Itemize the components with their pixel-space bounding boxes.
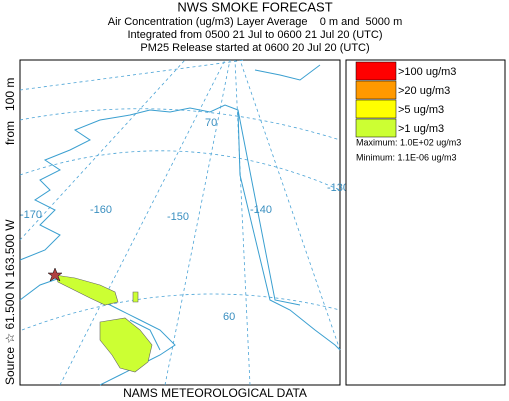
map-frame xyxy=(19,59,341,386)
source-marker xyxy=(47,267,63,282)
legend-label: >100 ug/m3 xyxy=(398,66,456,78)
height-label: from 100 m xyxy=(3,78,17,145)
plume xyxy=(54,274,119,306)
grid-line xyxy=(164,59,231,386)
legend-swatch xyxy=(355,99,397,119)
latitude-label: 70 xyxy=(205,117,217,129)
source-label: Source ☆ 61.500 N 163.500 W xyxy=(3,219,17,385)
subtitle: Integrated from 0500 21 Jul to 0600 21 J… xyxy=(128,29,383,41)
grid-line xyxy=(19,59,186,241)
legend-label: >20 ug/m3 xyxy=(398,85,450,97)
longitude-label: -140 xyxy=(250,204,272,216)
legend-label: >1 ug/m3 xyxy=(398,123,444,135)
subtitle: PM25 Release started at 0600 20 Jul 20 (… xyxy=(140,42,369,54)
latitude-label: 60 xyxy=(223,311,235,323)
grid-line xyxy=(19,108,341,141)
plume xyxy=(99,317,153,373)
grid-line xyxy=(19,150,341,191)
longitude-label: -130 xyxy=(327,182,349,194)
grid-line xyxy=(234,59,251,386)
footer: NAMS METEOROLOGICAL DATA xyxy=(123,386,307,400)
plume xyxy=(132,291,139,303)
longitude-label: -170 xyxy=(20,209,42,221)
grid-line xyxy=(59,59,226,386)
coast-path xyxy=(254,64,321,81)
subtitle: Air Concentration (ug/m3) Layer Average … xyxy=(108,16,403,28)
maximum: Maximum: 1.0E+02 ug/m3 xyxy=(356,137,461,147)
legend-swatch xyxy=(355,61,397,81)
graticule xyxy=(19,59,341,386)
legend-swatch xyxy=(355,118,397,138)
longitude-label: -150 xyxy=(167,211,189,223)
legend-label: >5 ug/m3 xyxy=(398,104,444,116)
grid-line xyxy=(19,59,246,91)
title: NWS SMOKE FORECAST xyxy=(177,0,332,14)
map: -170 -160 -150 -140 -130 70 60 xyxy=(19,59,349,386)
longitude-label: -160 xyxy=(90,204,112,216)
coast-path xyxy=(19,104,341,351)
legend: >100 ug/m3 >20 ug/m3 >5 ug/m3 >1 ug/m3 xyxy=(355,61,456,138)
smoke-plumes xyxy=(47,267,153,373)
grid-line xyxy=(21,293,341,331)
coast-path xyxy=(129,109,301,351)
minimum: Minimum: 1.1E-06 ug/m3 xyxy=(356,152,457,162)
legend-swatch xyxy=(355,80,397,100)
